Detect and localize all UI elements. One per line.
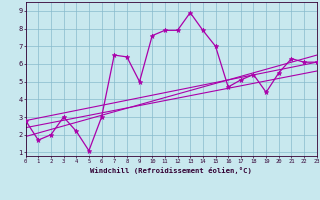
X-axis label: Windchill (Refroidissement éolien,°C): Windchill (Refroidissement éolien,°C) — [90, 167, 252, 174]
